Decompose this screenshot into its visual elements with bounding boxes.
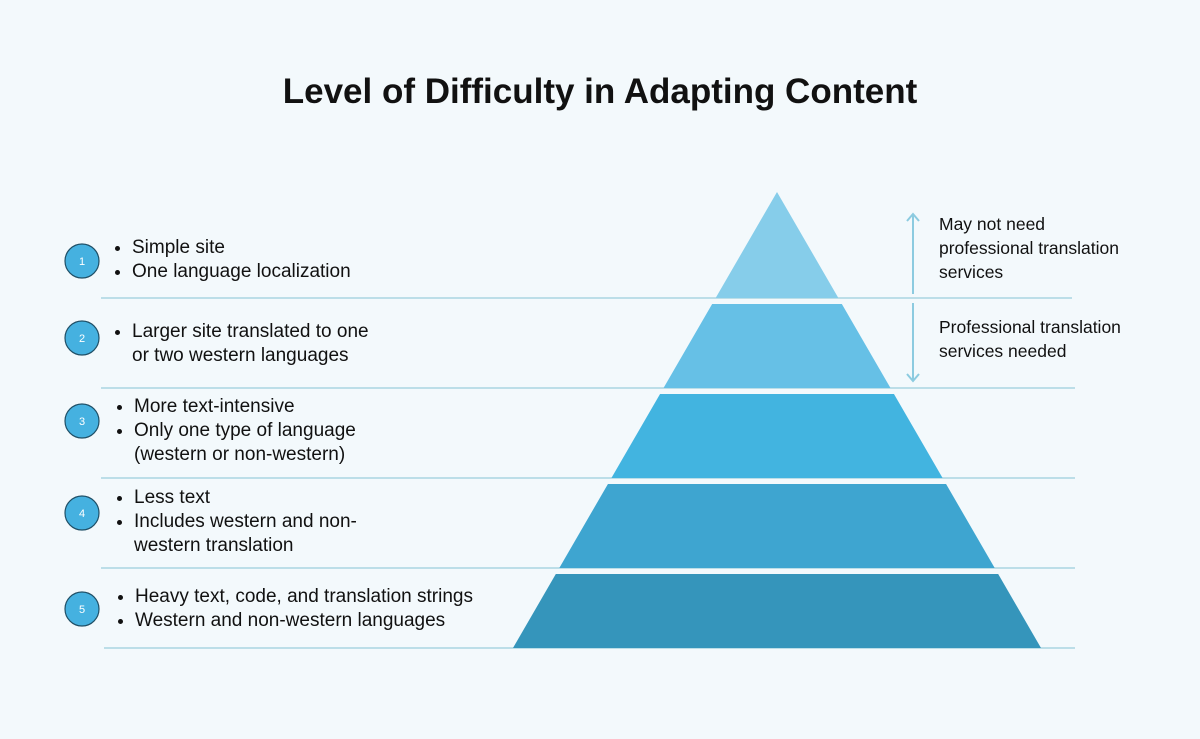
pyramid-layer-5 (512, 574, 1042, 648)
level-5-text: Heavy text, code, and translation string… (113, 585, 473, 633)
note-line: May not need (939, 214, 1046, 234)
bullet: Simple site (132, 236, 351, 260)
level-badge-1: 1 (64, 243, 100, 279)
bullet: Only one type of language (134, 419, 356, 443)
level-3-text: More text-intensiveOnly one type of lang… (112, 395, 356, 467)
bullet: More text-intensive (134, 395, 356, 419)
bullet: One language localization (132, 260, 351, 284)
level-number: 5 (79, 604, 85, 616)
note-line: Professional translation (939, 317, 1121, 337)
note-line: professional translation (939, 238, 1119, 258)
level-number: 2 (79, 333, 85, 345)
page-title: Level of Difficulty in Adapting Content (282, 72, 918, 111)
pyramid-layer-2 (663, 304, 891, 388)
level-badge-4: 4 (64, 495, 100, 531)
level-1-text: Simple siteOne language localization (110, 236, 351, 284)
note-line: services needed (939, 341, 1067, 361)
level-number: 4 (79, 508, 85, 520)
level-badge-3: 3 (64, 403, 100, 439)
pyramid-layer-3 (611, 394, 943, 478)
level-badge-5: 5 (64, 591, 100, 627)
bullet: Western and non-western languages (135, 609, 473, 633)
bullet: Includes western and non- (134, 510, 357, 534)
note-no-professional: May not need professional translation se… (939, 212, 1119, 284)
pyramid-layer-1 (715, 192, 839, 298)
note-line: services (939, 262, 1004, 282)
bullet-continuation: (western or non-western) (134, 444, 346, 465)
bullet: Heavy text, code, and translation string… (135, 585, 473, 609)
bullet-continuation: or two western languages (132, 345, 349, 366)
level-badge-2: 2 (64, 320, 100, 356)
pyramid-layer-4 (559, 484, 995, 568)
level-number: 3 (79, 416, 85, 428)
bullet: Less text (134, 486, 357, 510)
level-number: 1 (79, 256, 85, 268)
level-4-text: Less textIncludes western and non-wester… (112, 486, 357, 558)
bullet-continuation: western translation (134, 535, 294, 556)
note-professional-needed: Professional translation services needed (939, 315, 1121, 363)
double-arrow-icon (906, 212, 920, 383)
bullet: Larger site translated to one (132, 320, 369, 344)
